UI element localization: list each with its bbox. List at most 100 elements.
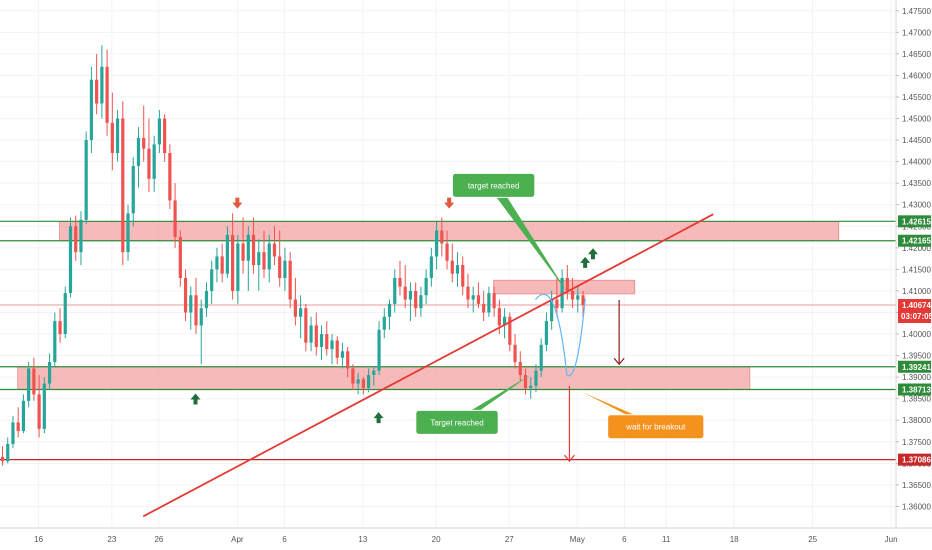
time-tick-label: Jun (885, 535, 898, 544)
candle-body (241, 243, 245, 261)
candle-body (278, 256, 282, 279)
candle-body (147, 148, 151, 179)
candle-body (79, 219, 83, 253)
time-tick-label: 11 (662, 535, 671, 544)
candle-body (508, 316, 512, 345)
candle-body (403, 286, 407, 300)
candle-body (283, 260, 287, 279)
candle-body (220, 256, 224, 274)
candle-body (199, 308, 203, 326)
candle-body (288, 260, 292, 300)
candle-body (95, 79, 99, 104)
candle-body (105, 66, 109, 123)
candle-body (136, 137, 141, 166)
candle-body (570, 290, 575, 300)
time-tick-label: Apr (231, 535, 244, 544)
candle-body (330, 340, 334, 350)
supply-demand-zone (17, 366, 751, 390)
candle-body (492, 293, 496, 309)
candle-body (361, 379, 365, 388)
up-arrow-icon (373, 412, 384, 424)
candle-body (414, 290, 418, 309)
candle-body (523, 374, 528, 388)
candle-body (502, 316, 507, 326)
projection-arrow-head (563, 454, 575, 463)
candle-body (183, 278, 188, 313)
candle-body (293, 299, 297, 317)
price-level-badge-label: 1.37086 (902, 456, 931, 465)
candles-layer (0, 45, 585, 466)
candle-body (262, 252, 266, 270)
price-tick-label: 1.46500 (902, 50, 931, 59)
price-level-badge (898, 383, 931, 396)
time-axis-panel[interactable] (0, 528, 932, 550)
price-tick-label: 1.41500 (902, 265, 931, 274)
callout-box (451, 172, 536, 198)
candle-body (89, 79, 94, 141)
candle-body (267, 243, 271, 270)
candle-body (246, 234, 250, 261)
callout-pointer (487, 185, 567, 292)
candle-body (382, 316, 386, 330)
price-tick-label: 1.40000 (902, 330, 931, 339)
callout-label: Target reached (430, 418, 483, 427)
candle-body (466, 286, 470, 300)
candle-body (126, 213, 130, 253)
candle-body (539, 344, 543, 371)
callout-box (607, 414, 705, 440)
levels-layer (0, 220, 896, 461)
time-tick-label: 16 (34, 535, 43, 544)
time-tick-label: 18 (730, 535, 739, 544)
price-tick-label: 1.46000 (902, 71, 931, 80)
candle-body (236, 243, 240, 291)
time-tick-label: 13 (358, 535, 367, 544)
price-tick-label: 1.41000 (902, 287, 931, 296)
candle-body (356, 379, 360, 384)
candle-body (152, 144, 156, 179)
price-tick-label: 1.42000 (902, 244, 931, 253)
time-tick-label: May (570, 535, 585, 544)
price-level-badge-label: 1.42615 (902, 217, 931, 226)
candle-body (27, 368, 31, 401)
trendline (142, 213, 714, 518)
callout-box (415, 409, 499, 435)
candle-body (21, 400, 26, 432)
candle-body (408, 290, 413, 300)
candle-body (461, 265, 465, 287)
candle-body (560, 278, 564, 309)
current-price-label: 1.40674 (902, 301, 931, 310)
candle-body (455, 265, 460, 274)
time-tick-label: 27 (505, 535, 514, 544)
candle-body (434, 230, 439, 257)
candle-body (513, 344, 517, 363)
callout-label: wait for breakout (625, 423, 686, 432)
candle-body (440, 230, 444, 244)
candle-body (314, 325, 318, 347)
candle-body (367, 374, 371, 388)
price-tick-label: 1.38000 (902, 416, 931, 425)
price-tick-label: 1.39000 (902, 373, 931, 382)
up-arrow-icon (580, 256, 591, 268)
price-tick-label: 1.45000 (902, 115, 931, 124)
candle-body (194, 295, 198, 326)
projection-arrow-head (613, 357, 625, 366)
price-tick-label: 1.39500 (902, 352, 931, 361)
candle-body (346, 351, 350, 369)
projection-curve (534, 293, 586, 377)
down-arrow-icon (444, 197, 455, 209)
price-axis-badges: 1.42615 1.42165 1.39241 1.38713 1.37086 1.406… (898, 215, 932, 466)
candle-body (6, 443, 10, 462)
price-axis-panel[interactable] (896, 0, 932, 528)
candle-body (231, 234, 235, 291)
candle-body (42, 383, 46, 429)
drawings-layer (142, 213, 714, 518)
candle-body (299, 308, 303, 317)
candle-body (173, 200, 177, 238)
candle-body (325, 334, 329, 350)
price-level-badge-label: 1.38713 (902, 386, 931, 395)
candle-body (377, 329, 381, 371)
candle-body (0, 456, 5, 462)
time-tick-label: 25 (808, 535, 817, 544)
supply-demand-zone (493, 279, 636, 295)
